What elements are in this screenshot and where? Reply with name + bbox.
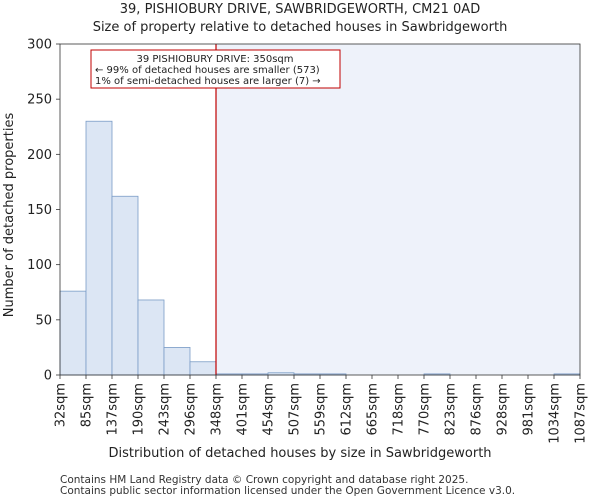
y-tick-label: 200: [27, 148, 52, 163]
y-axis-ticks: 0 50 100 150 200 250 300: [27, 38, 60, 384]
footer-line-1: Contains HM Land Registry data © Crown c…: [60, 474, 469, 486]
bars-group: [59, 120, 581, 376]
x-tick-label: 85sqm: [80, 383, 95, 427]
x-tick-label: 823sqm: [444, 383, 459, 436]
x-tick-label: 1087sqm: [574, 383, 589, 444]
footer-line-2: Contains public sector information licen…: [60, 485, 516, 497]
x-tick-label: 348sqm: [210, 383, 225, 436]
x-tick-label: 981sqm: [522, 383, 537, 436]
annotation-line-2: ← 99% of detached houses are smaller (57…: [95, 65, 320, 76]
bar-85sqm: [85, 120, 113, 376]
subject-annotation: 39 PISHIOBURY DRIVE: 350sqm ← 99% of det…: [90, 49, 341, 89]
x-tick-label: 559sqm: [314, 383, 329, 436]
bar-32sqm: [59, 290, 87, 376]
x-tick-label: 612sqm: [340, 383, 355, 436]
annotation-line-1: 39 PISHIOBURY DRIVE: 350sqm: [136, 54, 293, 65]
annotation-box: [90, 49, 341, 89]
x-tick-label: 507sqm: [288, 383, 303, 436]
x-tick-label: 718sqm: [392, 383, 407, 436]
y-tick-label: 50: [35, 313, 52, 328]
x-tick-label: 401sqm: [236, 383, 251, 436]
x-tick-label: 190sqm: [132, 383, 147, 436]
chart-subtitle: Size of property relative to detached ho…: [93, 20, 508, 35]
bar-243sqm: [163, 347, 191, 376]
y-tick-label: 300: [27, 38, 52, 53]
bar-137sqm: [111, 195, 139, 376]
y-axis-label: Number of detached properties: [2, 113, 17, 318]
x-tick-label: 665sqm: [366, 383, 381, 436]
x-tick-label: 876sqm: [470, 383, 485, 436]
x-axis-ticks: 32sqm 85sqm 137sqm 190sqm 243sqm 296sqm 348sqm…: [54, 375, 589, 444]
bar-190sqm: [137, 299, 165, 376]
above-subject-shading: [216, 44, 580, 375]
y-tick-label: 150: [27, 203, 52, 218]
chart-title: 39, PISHIOBURY DRIVE, SAWBRIDGEWORTH, CM…: [120, 2, 480, 17]
x-tick-label: 1034sqm: [548, 383, 563, 444]
x-tick-label: 243sqm: [158, 383, 173, 436]
x-axis-label: Distribution of detached houses by size …: [108, 446, 491, 461]
x-tick-label: 296sqm: [184, 383, 199, 436]
bar-296sqm: [189, 361, 217, 376]
x-tick-label: 770sqm: [418, 383, 433, 436]
x-tick-label: 454sqm: [262, 383, 277, 436]
x-tick-label: 137sqm: [106, 383, 121, 436]
y-tick-label: 250: [27, 93, 52, 108]
y-tick-label: 100: [27, 258, 52, 273]
x-tick-label: 32sqm: [54, 383, 69, 427]
y-tick-label: 0: [44, 369, 52, 384]
x-tick-label: 928sqm: [496, 383, 511, 436]
annotation-line-3: 1% of semi-detached houses are larger (7…: [95, 76, 321, 87]
